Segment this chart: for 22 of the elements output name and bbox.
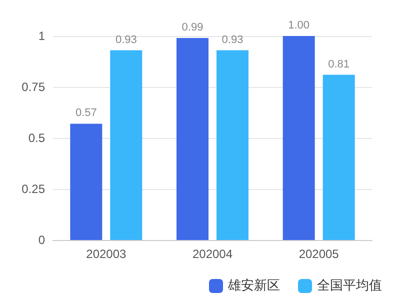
x-tick-label: 202004 <box>192 247 233 261</box>
data-label: 0.93 <box>115 34 137 46</box>
y-tick-label: 0.25 <box>22 182 46 196</box>
y-tick-label: 0.5 <box>28 131 46 145</box>
bar <box>216 50 248 240</box>
legend-label: 雄安新区 <box>227 278 280 294</box>
bar <box>176 38 208 240</box>
bar <box>70 124 102 240</box>
bar <box>110 50 142 240</box>
data-label: 0.57 <box>75 107 97 120</box>
y-tick-label: 1 <box>38 29 46 43</box>
x-tick-label: 202005 <box>298 247 340 261</box>
data-label: 0.93 <box>222 34 244 46</box>
data-label: 1.00 <box>288 20 310 32</box>
data-label: 0.99 <box>182 22 204 34</box>
data-label: 0.81 <box>328 58 350 70</box>
x-tick-label: 202003 <box>86 247 127 261</box>
bar <box>282 36 315 240</box>
y-tick-label: 0 <box>38 233 46 247</box>
legend-label: 全国平均值 <box>317 278 382 294</box>
bar <box>322 74 355 240</box>
y-tick-label: 0.75 <box>22 80 46 94</box>
